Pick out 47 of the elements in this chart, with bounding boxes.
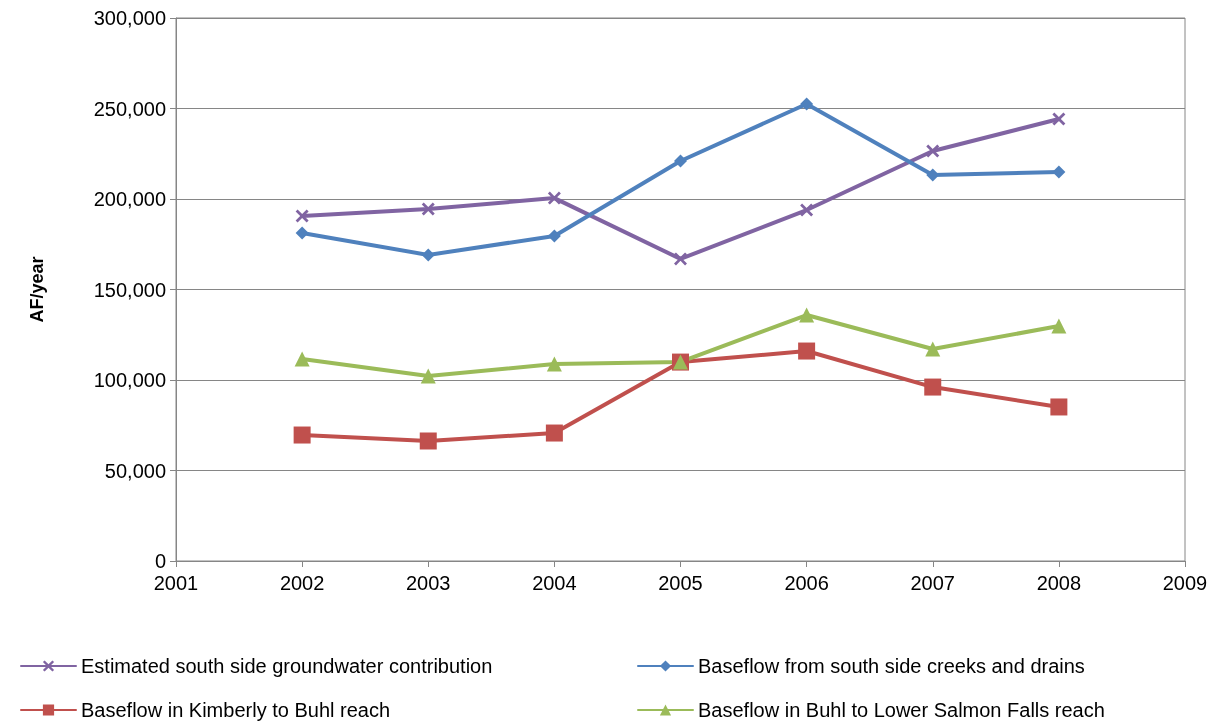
point: [798, 342, 816, 360]
legend-label: Estimated south side groundwater contribution: [81, 655, 493, 677]
point: [295, 209, 309, 223]
point: [420, 368, 436, 384]
x-tick-label: 2009: [1162, 572, 1208, 594]
y-tick-label: 150,000: [93, 278, 166, 301]
point: [924, 378, 942, 396]
point: [800, 203, 814, 217]
y-tick-label: 200,000: [93, 188, 166, 210]
x-tick-label: 2004: [532, 572, 577, 594]
legend-label: Baseflow from south side creeks and drains: [698, 655, 1085, 677]
point: [674, 252, 687, 266]
y-axis-title: AF/year: [27, 256, 47, 323]
point: [547, 229, 561, 243]
point: [1051, 318, 1067, 334]
point: [799, 307, 815, 323]
point: [295, 226, 309, 240]
x-tick-label: 2007: [910, 572, 955, 594]
point: [800, 97, 814, 111]
point: [926, 144, 940, 158]
point: [546, 356, 562, 372]
x-tick-label: 2002: [279, 572, 325, 594]
point: [925, 341, 941, 357]
point: [926, 168, 940, 182]
point: [674, 154, 687, 168]
y-tick-label: 100,000: [93, 369, 166, 391]
point: [545, 424, 563, 442]
legend-label: Baseflow in Buhl to Lower Salmon Falls reach: [698, 699, 1105, 721]
y-tick-label: 50,000: [104, 459, 166, 482]
point: [1052, 112, 1066, 126]
point: [547, 191, 561, 205]
x-tick-label: 2005: [658, 572, 703, 594]
point: [421, 202, 435, 216]
point: [421, 248, 435, 262]
point: [1052, 165, 1066, 179]
legend-label: Baseflow in Kimberly to Buhl reach: [81, 699, 391, 721]
y-tick-label: 250,000: [93, 97, 166, 120]
x-tick-label: 2001: [153, 572, 199, 594]
point: [293, 426, 311, 444]
y-tick-label: 300,000: [93, 7, 166, 29]
point: [1050, 398, 1068, 416]
x-tick-label: 2003: [406, 572, 451, 594]
x-tick-label: 2008: [1036, 572, 1082, 594]
point: [419, 432, 437, 450]
point: [294, 351, 310, 367]
x-tick-label: 2006: [784, 572, 829, 594]
y-tick-label: 0: [154, 550, 166, 572]
